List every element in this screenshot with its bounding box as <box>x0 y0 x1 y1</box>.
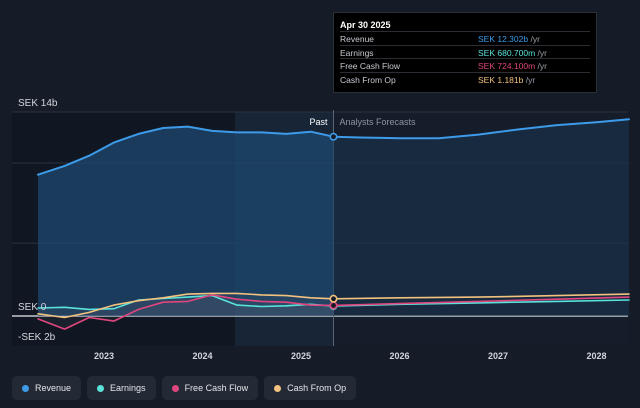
y-axis-bottom-label: -SEK 2b <box>18 332 56 343</box>
legend-item-cash-from-op[interactable]: Cash From Op <box>264 376 357 400</box>
past-label: Past <box>309 117 328 127</box>
earnings-line <box>37 294 335 311</box>
tooltip-row-value: SEK 680.700m /yr <box>478 48 547 58</box>
tooltip-value-text: SEK 12.302b <box>478 34 531 44</box>
x-tick-label: 2025 <box>291 351 311 361</box>
cash-from-op-line <box>37 292 335 319</box>
cash-from-op-forecast-line <box>332 293 630 300</box>
tooltip-row: Earnings SEK 680.700m /yr <box>340 44 590 59</box>
tooltip-value-text: SEK 724.100m <box>478 61 538 71</box>
x-tick-label: 2026 <box>389 351 409 361</box>
revenue-forecast-area <box>333 119 629 316</box>
chart-areas <box>38 119 629 330</box>
legend-item-free-cash-flow[interactable]: Free Cash Flow <box>161 376 259 400</box>
tooltip-row-value: SEK 724.100m /yr <box>478 61 547 71</box>
legend-label: Free Cash Flow <box>184 383 249 393</box>
legend-dot-icon <box>22 384 29 392</box>
y-axis-top-label: SEK 14b <box>18 98 58 109</box>
tooltip-row-label: Earnings <box>340 47 374 58</box>
tooltip-value-text: SEK 680.700m <box>478 47 538 58</box>
tooltip-row-value: SEK 1.181b /yr <box>478 75 535 85</box>
cash-from-op-marker <box>329 294 338 303</box>
legend-label: Earnings <box>110 383 146 393</box>
free-cash-flow-marker <box>329 301 338 310</box>
legend-dot-icon <box>171 384 179 392</box>
tooltip-row-label: Revenue <box>340 34 375 44</box>
x-tick-label: 2028 <box>586 351 606 361</box>
tooltip-row-value: SEK 12.302b /yr <box>478 34 540 44</box>
x-tick-label: 2024 <box>192 351 212 361</box>
tooltip-unit: /yr <box>537 61 547 71</box>
forecast-label: Analysts Forecasts <box>340 117 417 127</box>
tooltip-row-label: Free Cash Flow <box>340 61 400 71</box>
chart-lines <box>37 118 630 330</box>
tooltip-unit: /yr <box>525 74 536 85</box>
free-cash-flow-line <box>37 294 335 330</box>
tooltip-date: Apr 30 2025 <box>340 20 391 30</box>
y-axis-zero-label: SEK 0 <box>18 302 47 313</box>
legend-item-earnings[interactable]: Earnings <box>87 376 156 400</box>
x-tick-label: 2027 <box>488 351 508 361</box>
legend-dot-icon <box>274 384 282 392</box>
revenue-marker <box>329 132 338 141</box>
chart-markers <box>329 132 338 311</box>
chart-legend: Revenue Earnings Free Cash Flow Cash From O… <box>12 376 357 400</box>
revenue-forecast-line <box>332 118 630 140</box>
legend-label: Cash From Op <box>287 383 347 393</box>
tooltip-row: Cash From Op SEK 1.181b /yr <box>340 71 590 86</box>
tooltip-row-label: Cash From Op <box>340 74 396 85</box>
revenue-line <box>37 125 335 176</box>
tooltip-value-text: SEK 1.181b <box>478 74 526 85</box>
tooltip-row: Free Cash Flow SEK 724.100m /yr <box>340 58 590 72</box>
tooltip-row: Revenue SEK 12.302b /yr <box>340 31 590 45</box>
legend-dot-icon <box>97 384 105 392</box>
tooltip-unit: /yr <box>530 34 540 44</box>
x-tick-label: 2023 <box>94 351 114 361</box>
tooltip-unit: /yr <box>537 47 547 58</box>
cash-from-op-area <box>38 293 334 318</box>
free-cash-flow-forecast-line <box>332 296 630 307</box>
x-axis-ticks: 2023 2024 2025 2026 2027 2028 <box>94 351 607 361</box>
revenue-area <box>38 126 334 316</box>
data-tooltip: Apr 30 2025 Revenue SEK 12.302b /yr Earnin… <box>333 12 597 93</box>
earnings-area <box>38 295 334 316</box>
legend-label: Revenue <box>35 383 72 393</box>
legend-item-revenue[interactable]: Revenue <box>12 376 82 400</box>
chart-canvas: SEK 14b SEK 0 -SEK 2b Past Analysts Fore… <box>12 98 630 361</box>
